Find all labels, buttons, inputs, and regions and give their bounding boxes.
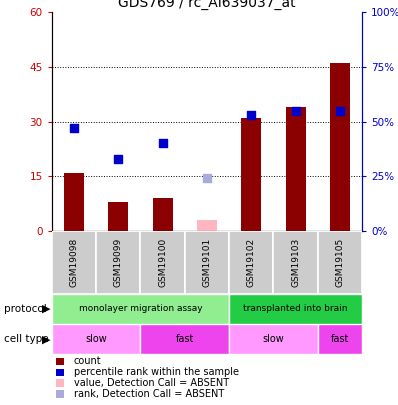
Text: fast: fast bbox=[176, 334, 194, 344]
Text: GSM19105: GSM19105 bbox=[336, 238, 345, 287]
Point bbox=[248, 112, 254, 118]
Text: GSM19102: GSM19102 bbox=[247, 238, 256, 287]
Title: GDS769 / rc_AI639037_at: GDS769 / rc_AI639037_at bbox=[118, 0, 296, 10]
Bar bbox=[273, 231, 318, 294]
Text: fast: fast bbox=[331, 334, 349, 344]
Bar bbox=[229, 294, 362, 324]
Point bbox=[160, 140, 166, 147]
Bar bbox=[140, 324, 229, 354]
Text: ▶: ▶ bbox=[41, 304, 50, 314]
Bar bbox=[52, 231, 96, 294]
Point bbox=[204, 175, 210, 181]
Bar bbox=[52, 294, 229, 324]
Bar bbox=[152, 198, 173, 231]
Text: count: count bbox=[74, 356, 101, 366]
Bar bbox=[241, 118, 261, 231]
Text: GSM19101: GSM19101 bbox=[203, 238, 211, 287]
Bar bbox=[318, 231, 362, 294]
Text: rank, Detection Call = ABSENT: rank, Detection Call = ABSENT bbox=[74, 389, 224, 399]
Text: GSM19098: GSM19098 bbox=[69, 238, 78, 287]
Bar bbox=[96, 231, 140, 294]
Text: value, Detection Call = ABSENT: value, Detection Call = ABSENT bbox=[74, 378, 229, 388]
Bar bbox=[52, 324, 140, 354]
Bar bbox=[108, 202, 128, 231]
Point bbox=[71, 125, 77, 131]
Bar bbox=[185, 231, 229, 294]
Bar bbox=[64, 173, 84, 231]
Bar bbox=[330, 63, 350, 231]
Text: GSM19100: GSM19100 bbox=[158, 238, 167, 287]
Bar bbox=[229, 324, 318, 354]
Bar bbox=[318, 324, 362, 354]
Text: slow: slow bbox=[263, 334, 284, 344]
Text: transplanted into brain: transplanted into brain bbox=[244, 304, 348, 313]
Text: slow: slow bbox=[85, 334, 107, 344]
Text: GSM19103: GSM19103 bbox=[291, 238, 300, 287]
Text: cell type: cell type bbox=[4, 334, 49, 344]
Text: protocol: protocol bbox=[4, 304, 47, 314]
Bar bbox=[140, 231, 185, 294]
Point bbox=[293, 107, 299, 114]
Point bbox=[337, 107, 343, 114]
Point bbox=[115, 156, 121, 162]
Bar bbox=[197, 220, 217, 231]
Bar bbox=[229, 231, 273, 294]
Text: GSM19099: GSM19099 bbox=[114, 238, 123, 287]
Bar bbox=[286, 107, 306, 231]
Text: ▶: ▶ bbox=[41, 334, 50, 344]
Text: monolayer migration assay: monolayer migration assay bbox=[79, 304, 202, 313]
Text: percentile rank within the sample: percentile rank within the sample bbox=[74, 367, 239, 377]
